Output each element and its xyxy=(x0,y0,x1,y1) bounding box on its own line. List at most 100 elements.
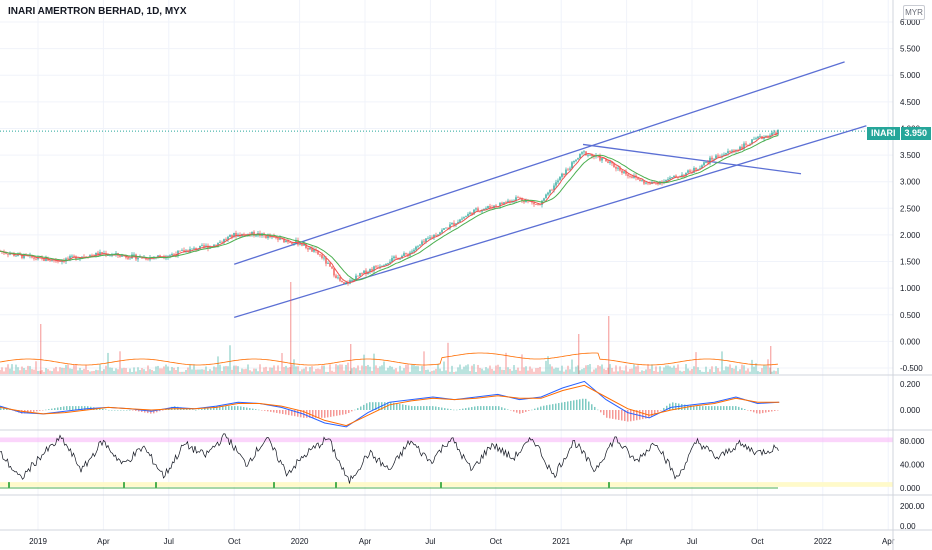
candle-body xyxy=(665,179,667,182)
macd-histogram-bar xyxy=(384,402,386,410)
candle-body xyxy=(9,253,11,255)
volume-ma-line xyxy=(0,352,779,366)
channel-line-1[interactable] xyxy=(233,61,845,265)
volume-bar xyxy=(283,367,285,374)
volume-bar xyxy=(273,365,275,374)
candle-body xyxy=(305,243,307,249)
macd-histogram-bar xyxy=(330,410,332,417)
volume-bar xyxy=(759,371,761,374)
volume-bar xyxy=(309,367,311,374)
volume-bar xyxy=(535,368,537,374)
candle-body xyxy=(389,261,391,264)
macd-histogram-bar xyxy=(129,410,131,411)
volume-bar xyxy=(721,351,723,374)
channel-line-3[interactable] xyxy=(582,143,802,175)
macd-histogram-bar xyxy=(297,410,299,417)
candle-body xyxy=(429,237,431,239)
volume-bar xyxy=(465,365,467,374)
volume-bar xyxy=(711,366,713,374)
candle-body xyxy=(57,260,59,262)
oscillator-signal-bar xyxy=(440,482,442,488)
volume-bar xyxy=(585,365,587,374)
candle-body xyxy=(525,200,527,203)
macd-histogram-bar xyxy=(345,410,347,415)
macd-histogram-bar xyxy=(624,410,626,422)
macd-histogram-bar xyxy=(6,408,8,410)
candle-body xyxy=(415,246,417,250)
volume-bar xyxy=(517,367,519,374)
candle-body xyxy=(573,160,575,163)
macd-histogram-bar xyxy=(363,404,365,410)
volume-bar xyxy=(55,366,57,374)
candle-body xyxy=(667,179,669,181)
candle-body xyxy=(621,170,623,173)
candle-body xyxy=(97,252,99,256)
volume-bar xyxy=(699,369,701,374)
candle-body xyxy=(603,158,605,159)
candle-body xyxy=(763,137,765,139)
volume-bar xyxy=(255,368,257,374)
macd-histogram-bar xyxy=(0,406,2,410)
macd-histogram-bar xyxy=(132,410,134,411)
volume-bar xyxy=(229,345,231,374)
candle-body xyxy=(407,254,409,256)
macd-histogram-bar xyxy=(537,407,539,410)
trend-channel-lines[interactable] xyxy=(233,61,867,319)
candle-body xyxy=(413,249,415,252)
candle-body xyxy=(229,234,231,237)
macd-histogram-bar xyxy=(651,410,653,417)
candle-body xyxy=(699,168,701,170)
candle-body xyxy=(391,258,393,262)
candle-body xyxy=(91,255,93,256)
volume-bar xyxy=(353,367,355,374)
candle-body xyxy=(5,253,7,255)
macd-histogram-bar xyxy=(447,408,449,410)
y-tick-label: 4.500 xyxy=(900,98,921,107)
candle-body xyxy=(437,234,439,236)
candle-body xyxy=(481,210,483,212)
volume-bar xyxy=(307,371,309,374)
candle-body xyxy=(299,243,301,245)
macd-histogram-bar xyxy=(459,409,461,410)
candle-body xyxy=(495,205,497,207)
macd-histogram-bar xyxy=(237,406,239,410)
volume-bar xyxy=(21,366,23,374)
volume-bar xyxy=(91,371,93,374)
volume-bar xyxy=(553,368,555,374)
volume-bar xyxy=(615,365,617,374)
volume-bar xyxy=(659,366,661,374)
candle-body xyxy=(267,235,269,238)
volume-bar xyxy=(635,366,637,374)
macd-histogram-bar xyxy=(696,406,698,410)
volume-bar xyxy=(69,368,71,374)
volume-bar xyxy=(143,369,145,374)
candle-body xyxy=(469,212,471,215)
macd-histogram-bar xyxy=(450,409,452,410)
candle-body xyxy=(191,248,193,250)
macd-histogram-bar xyxy=(585,398,587,410)
volume-bar xyxy=(223,366,225,374)
volume-bar xyxy=(657,371,659,374)
candle-body xyxy=(445,227,447,229)
candle-body xyxy=(711,157,713,160)
macd-y-tick: 0.000 xyxy=(900,406,921,415)
volume-bar xyxy=(625,365,627,374)
volume-bar xyxy=(637,365,639,374)
volume-bar xyxy=(113,370,115,374)
volume-bar xyxy=(487,368,489,374)
currency-button[interactable]: MYR xyxy=(903,5,925,20)
macd-histogram-bar xyxy=(420,406,422,410)
candle-body xyxy=(507,200,509,203)
candle-body xyxy=(489,206,491,208)
candle-body xyxy=(535,204,537,206)
macd-histogram-bar xyxy=(642,410,644,420)
volume-bar xyxy=(133,367,135,374)
candle-body xyxy=(499,202,501,207)
candle-body xyxy=(225,239,227,240)
macd-histogram-bar xyxy=(273,410,275,413)
volume-bar xyxy=(567,365,569,374)
channel-line-2[interactable] xyxy=(234,125,867,319)
volume-bar xyxy=(241,368,243,374)
y-tick-label: 6.000 xyxy=(900,18,921,27)
